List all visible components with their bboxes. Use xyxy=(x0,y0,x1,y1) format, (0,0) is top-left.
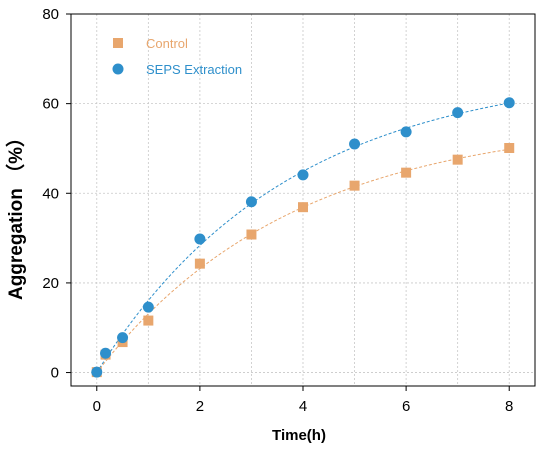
data-point-control xyxy=(298,202,308,213)
data-point-seps xyxy=(142,301,154,313)
data-point-seps xyxy=(503,97,515,109)
y-tick-label: 40 xyxy=(42,185,59,202)
data-point-seps xyxy=(349,138,361,150)
legend: Control SEPS Extraction xyxy=(112,36,242,77)
x-tick-label: 2 xyxy=(196,398,204,415)
data-point-control xyxy=(504,143,515,154)
data-point-seps xyxy=(245,196,257,208)
plot-frame xyxy=(66,13,536,391)
data-point-control xyxy=(452,154,463,165)
x-tick-label: 8 xyxy=(505,398,513,415)
y-tick-label: 0 xyxy=(51,365,59,382)
grid xyxy=(71,13,535,386)
y-tick-label: 80 xyxy=(42,6,59,23)
legend-label-control: Control xyxy=(146,36,188,51)
data-point-control xyxy=(194,258,205,269)
legend-label-seps: SEPS Extraction xyxy=(146,62,242,77)
data-point-seps xyxy=(91,366,103,378)
data-point-seps xyxy=(117,332,129,344)
x-tick-label: 6 xyxy=(402,398,410,415)
y-axis-label: Aggregation （%） xyxy=(4,128,27,300)
data-point-seps xyxy=(400,126,412,138)
data-point-control xyxy=(246,229,257,240)
x-tick-label: 0 xyxy=(93,398,101,415)
legend-marker-seps xyxy=(112,63,124,75)
data-point-seps xyxy=(297,169,309,181)
data-point-control xyxy=(143,315,154,326)
data-points xyxy=(91,97,515,378)
data-point-seps xyxy=(100,347,112,359)
x-tick-label: 4 xyxy=(299,398,307,415)
data-point-control xyxy=(401,167,412,178)
data-point-control xyxy=(349,180,360,191)
y-tick-label: 20 xyxy=(42,275,59,292)
x-axis-label: Time(h) xyxy=(272,427,326,444)
data-point-seps xyxy=(194,233,206,245)
y-tick-label: 60 xyxy=(42,96,59,113)
legend-marker-control xyxy=(113,38,123,48)
data-point-seps xyxy=(452,107,464,119)
